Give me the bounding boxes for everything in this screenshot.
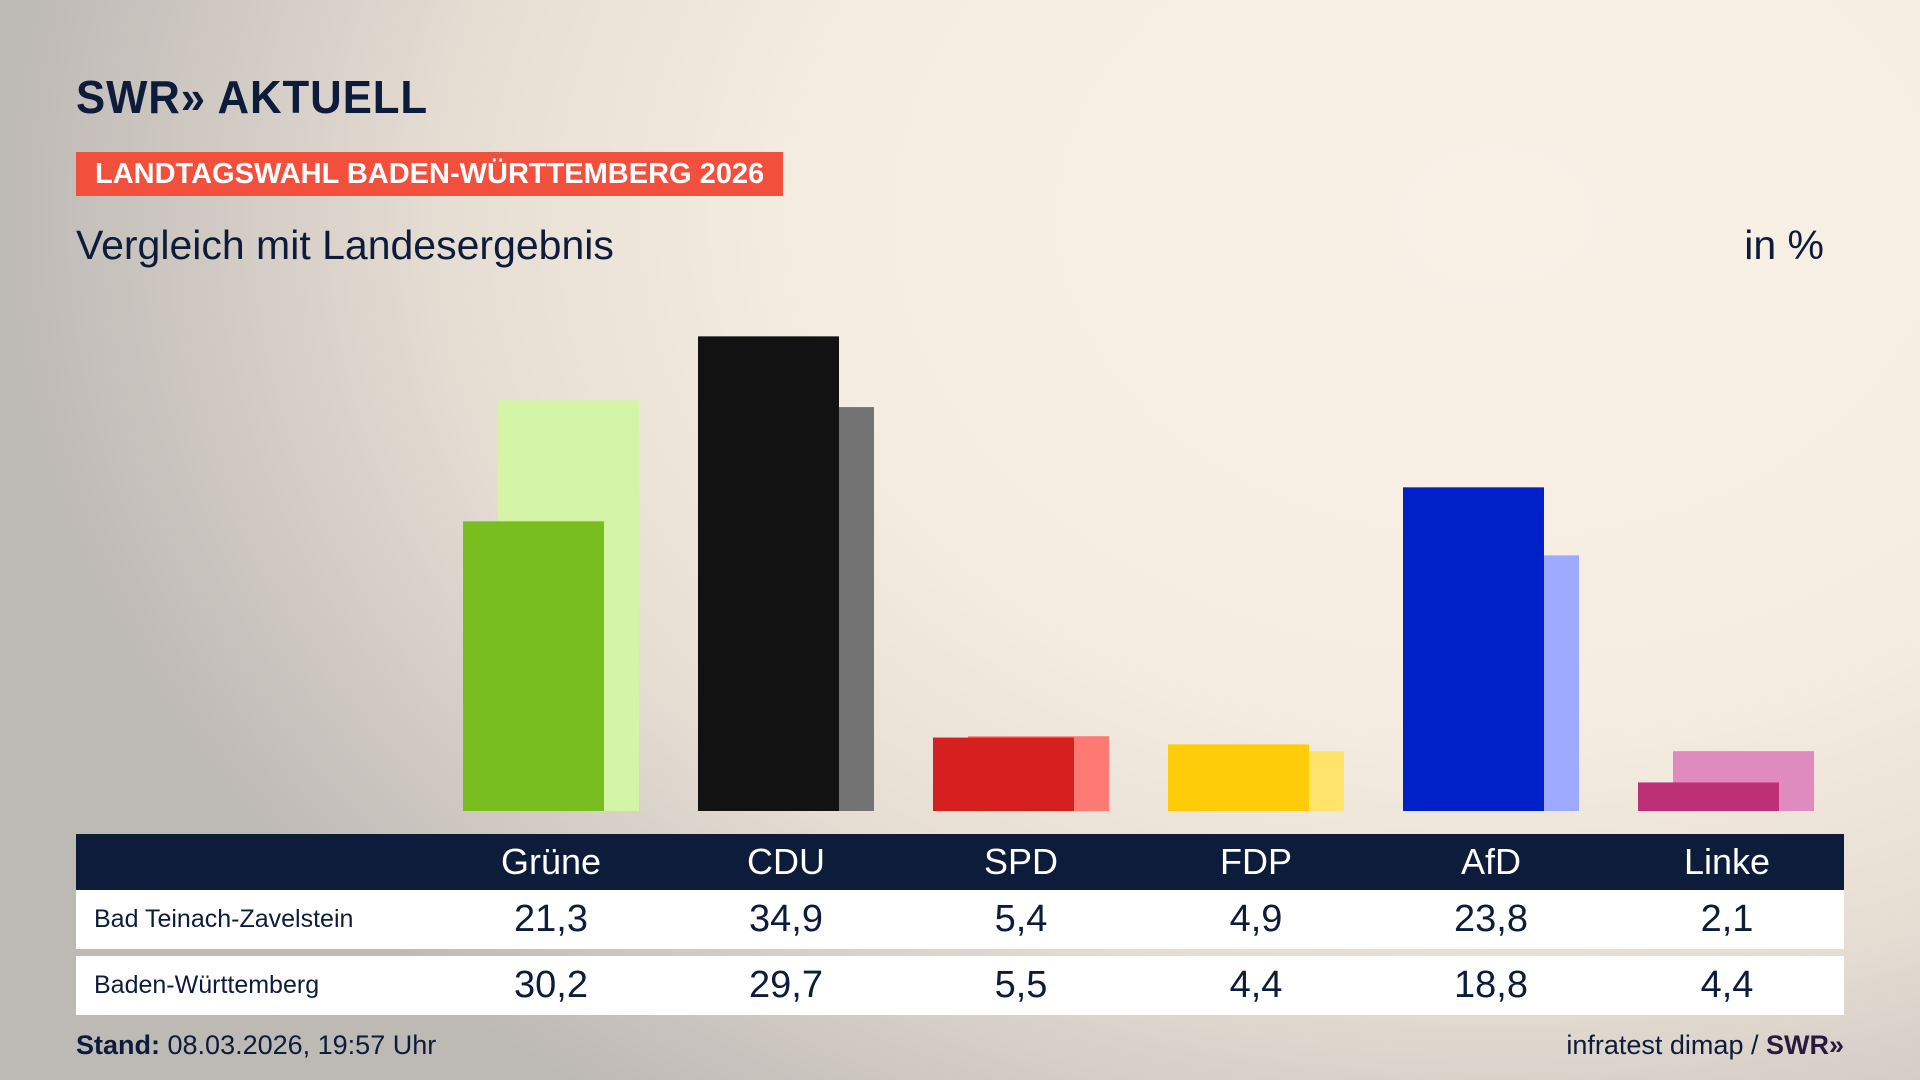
unit-label: in %: [1744, 222, 1824, 268]
value-cell: 4,4: [1700, 964, 1754, 1006]
stand-label: Stand:: [76, 1030, 160, 1060]
bar-gruene-local: [463, 521, 604, 811]
bar-fdp-local: [1168, 744, 1309, 811]
header-linke: Linke: [1683, 841, 1771, 882]
table-row: Bad Teinach-Zavelstein 21,3 34,9 5,4 4,9…: [76, 890, 1844, 949]
row-label: Bad Teinach-Zavelstein: [94, 905, 354, 933]
chart-subtitle: Vergleich mit Landesergebnis: [76, 222, 614, 268]
header-fdp: FDP: [1220, 841, 1292, 882]
header-cdu: CDU: [747, 841, 825, 882]
bar-spd-local: [933, 737, 1074, 811]
header-spd: SPD: [983, 841, 1059, 882]
source: infratest dimap / SWR»: [1566, 1030, 1844, 1061]
value-cell: 2,1: [1700, 898, 1754, 940]
source-text: infratest dimap /: [1566, 1030, 1759, 1060]
value-cell: 29,7: [749, 964, 823, 1006]
value-cell: 18,8: [1454, 964, 1528, 1006]
value-cell: 5,5: [994, 964, 1048, 1006]
value-cell: 23,8: [1454, 898, 1528, 940]
table-header: Grüne CDU SPD FDP AfD Linke: [76, 834, 1844, 890]
timestamp: Stand: 08.03.2026, 19:57 Uhr: [76, 1030, 436, 1061]
row-label: Baden-Württemberg: [94, 971, 320, 999]
stand-value: 08.03.2026, 19:57 Uhr: [167, 1030, 437, 1060]
bar-afd-local: [1403, 487, 1544, 811]
election-banner: LANDTAGSWAHL BADEN-WÜRTTEMBERG 2026: [76, 152, 784, 196]
value-cell: 5,4: [994, 898, 1048, 940]
value-cell: 4,9: [1229, 898, 1283, 940]
value-cell: 34,9: [749, 898, 823, 940]
bar-cdu-local: [698, 336, 839, 811]
value-cell: 4,4: [1229, 964, 1283, 1006]
value-cell: 30,2: [514, 964, 588, 1006]
header-gruene: Grüne: [500, 841, 602, 882]
bar-linke-local: [1638, 782, 1779, 811]
swr-aktuell-logo: SWR» AKTUELL: [76, 71, 429, 123]
swr-logo: SWR»: [1765, 1030, 1844, 1060]
header-afd: AfD: [1460, 841, 1521, 882]
table-row: Baden-Württemberg 30,2 29,7 5,5 4,4 18,8…: [76, 956, 1844, 1015]
value-cell: 21,3: [514, 898, 588, 940]
